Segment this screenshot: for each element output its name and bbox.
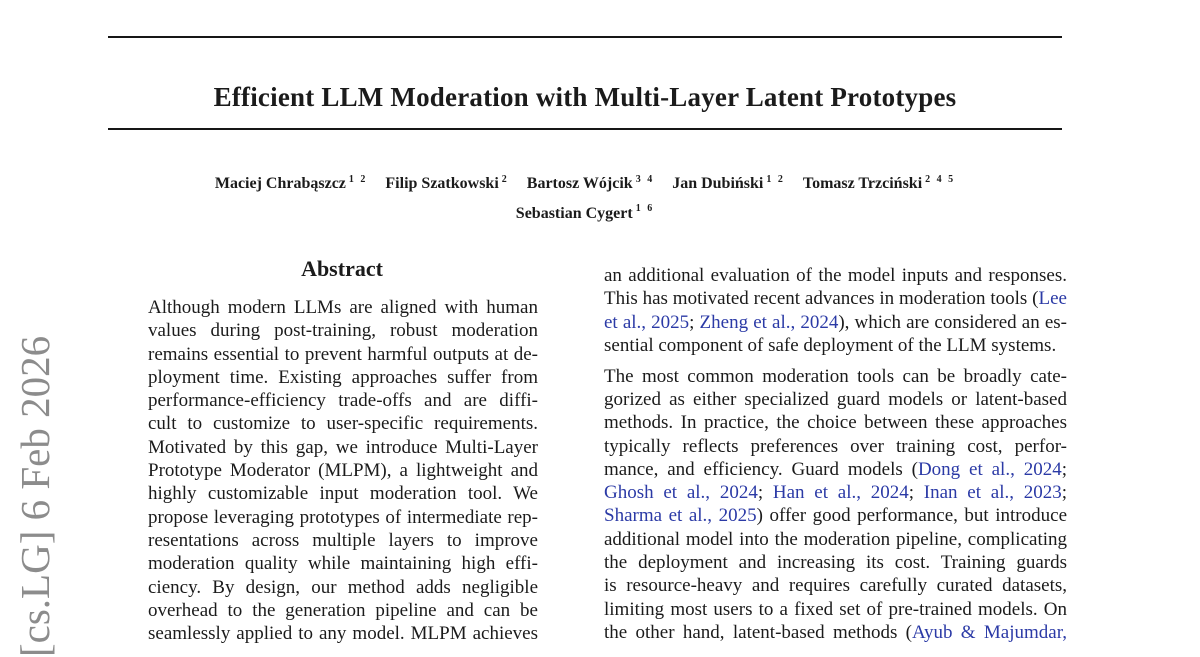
abstract-text: Although modern LLMs are aligned with hu… [148,296,538,645]
body-text: is resource-heavy and requires carefully… [604,575,1067,597]
body-text: additional model into the moderation pip… [604,528,1067,550]
abstract-line: resentations across multiple layers to i… [148,529,538,551]
author-affiliation-sup: 2 [501,174,509,185]
citation-link[interactable]: Inan et al., 2023 [923,482,1062,504]
author-line: Maciej Chrabąszcz 1 2 Filip Szatkowski 2 Bar… [108,167,1062,196]
title-rule-top [108,36,1062,39]
body-paragraph: an additional evaluation of the model in… [604,264,1067,357]
body-line: Ghosh et al., 2024; Han et al., 2024; In… [604,481,1067,504]
abstract-line: Motivated by this gap, we introduce Mult… [148,436,538,458]
body-text: The most common moderation tools can be … [604,365,1067,387]
body-line: This has motivated recent advances in mo… [604,287,1067,310]
body-text: ), which are considered an es- [838,311,1067,333]
body-text: ; [689,311,700,333]
author-name: Sebastian Cygert 1 6 [515,203,655,222]
abstract-heading: Abstract [301,256,383,281]
body-text: gorized as either specialized guard mode… [604,388,1067,410]
abstract-line: seamlessly applied to any model. MLPM ac… [148,623,538,645]
body-line: The most common moderation tools can be … [604,365,1067,388]
body-text: mance, and efficiency. Guard models ( [604,458,918,480]
body-text: the deployment and increasing its cost. … [604,552,1067,574]
arxiv-stamp: [cs.LG] 6 Feb 2026 [12,335,58,657]
abstract-line: moderation quality while maintaining hig… [148,553,538,575]
title-rule-bottom [108,128,1062,131]
body-line: limiting most users to a fixed set of pr… [604,598,1067,621]
abstract-line: cult to customize to user-specific requi… [148,413,538,435]
author-affiliation-sup: 1 6 [635,203,655,215]
author-affiliation-sup: 2 4 5 [925,174,956,185]
citation-link[interactable]: et al., 2025 [604,311,690,333]
abstract-line: propose leveraging prototypes of interme… [148,506,538,528]
body-text: ; [908,482,924,504]
abstract-line: highly customizable input moderation too… [148,483,538,505]
author-name: Maciej Chrabąszcz 1 2 [214,174,368,193]
body-line: is resource-heavy and requires carefully… [604,574,1067,597]
author-name: Filip Szatkowski 2 [385,174,509,193]
body-line: sential component of safe deployment of … [604,334,1067,357]
body-line: et al., 2025; Zheng et al., 2024), which… [604,311,1067,334]
author-affiliation-sup: 1 2 [348,174,368,185]
body-text: sential component of safe deployment of … [604,334,1057,356]
body-text: methods. In practice, the choice between… [604,412,1067,434]
body-paragraph: The most common moderation tools can be … [604,365,1067,645]
abstract-line: performance-efficiency trade-offs and ar… [148,390,538,412]
abstract-line: remains essential to prevent harmful out… [148,343,538,365]
body-text: typically reflects preferences over trai… [604,435,1067,457]
author-line: Sebastian Cygert 1 6 [108,196,1062,225]
author-name: Bartosz Wójcik 3 4 [526,174,655,193]
body-line: Sharma et al., 2025) offer good performa… [604,504,1067,527]
author-affiliation-sup: 1 2 [766,174,785,185]
abstract-line: overhead to the generation pipeline and … [148,599,538,621]
body-line: mance, and efficiency. Guard models (Don… [604,458,1067,481]
abstract-line: values during post-training, robust mode… [148,320,538,342]
citation-link[interactable]: Lee [1038,288,1067,310]
abstract-line: Although modern LLMs are aligned with hu… [148,297,538,318]
body-text: ) offer good performance, but introduce [756,505,1067,527]
body-line: methods. In practice, the choice between… [604,411,1067,434]
body-line: an additional evaluation of the model in… [604,264,1067,287]
citation-link[interactable]: Dong et al., 2024 [917,458,1062,480]
body-line: typically reflects preferences over trai… [604,435,1067,458]
body-text: limiting most users to a fixed set of pr… [604,598,1067,620]
body-line: gorized as either specialized guard mode… [604,388,1067,411]
body-line: the other hand, latent-based methods (Ay… [604,621,1067,644]
body-text: This has motivated recent advances in mo… [604,288,1039,310]
author-name: Jan Dubiński 1 2 [672,174,785,193]
citation-link[interactable]: Ayub & Majumdar, [912,621,1067,643]
abstract-line: ployment time. Existing approaches suffe… [148,366,538,388]
body-line: the deployment and increasing its cost. … [604,551,1067,574]
body-text: ; [1061,482,1067,504]
citation-link[interactable]: Han et al., 2024 [772,482,909,504]
abstract-line: Prototype Moderator (MLPM), a lightweigh… [148,460,538,482]
author-affiliation-sup: 3 4 [635,174,655,185]
citation-link[interactable]: Zheng et al., 2024 [699,311,839,333]
body-text: ; [757,482,773,504]
citation-link[interactable]: Ghosh et al., 2024 [604,482,758,504]
right-column: an additional evaluation of the model in… [604,264,1067,644]
paper-title: Efficient LLM Moderation with Multi-Laye… [213,82,957,113]
citation-link[interactable]: Sharma et al., 2025 [604,505,757,527]
abstract-line: ciency. By design, our method adds negli… [148,576,538,598]
body-line: additional model into the moderation pip… [604,528,1067,551]
author-block: Maciej Chrabąszcz 1 2 Filip Szatkowski 2 Bar… [108,167,1062,226]
body-text: ; [1061,458,1067,480]
body-text: the other hand, latent-based methods ( [604,621,912,643]
author-name: Tomasz Trzciński 2 4 5 [802,174,956,193]
body-text: an additional evaluation of the model in… [604,265,1067,286]
